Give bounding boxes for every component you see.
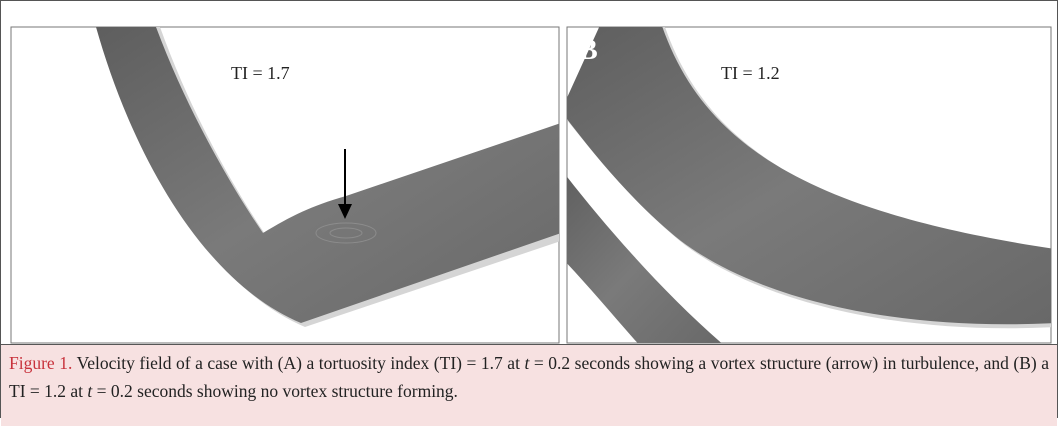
panel-annotation: TI = 1.7 <box>231 63 290 83</box>
caption-text: Velocity field of a case with (A) a tort… <box>9 353 1049 401</box>
panel-annotation: TI = 1.2 <box>721 63 780 83</box>
caption-label: Figure 1. <box>9 353 72 373</box>
panel-label: B <box>579 35 598 66</box>
figure-image: A TI = 1.7 B TI = 1.2 <box>1 1 1057 344</box>
caption: Figure 1. Velocity field of a case with … <box>1 344 1057 426</box>
figure: A TI = 1.7 B TI = 1.2 Figure 1. Velocity… <box>0 0 1058 418</box>
panel-label: A <box>39 42 60 73</box>
caption-run: Velocity field of a case with (A) a tort… <box>77 353 525 373</box>
caption-run: = 0.2 seconds showing no vortex structur… <box>92 381 458 401</box>
